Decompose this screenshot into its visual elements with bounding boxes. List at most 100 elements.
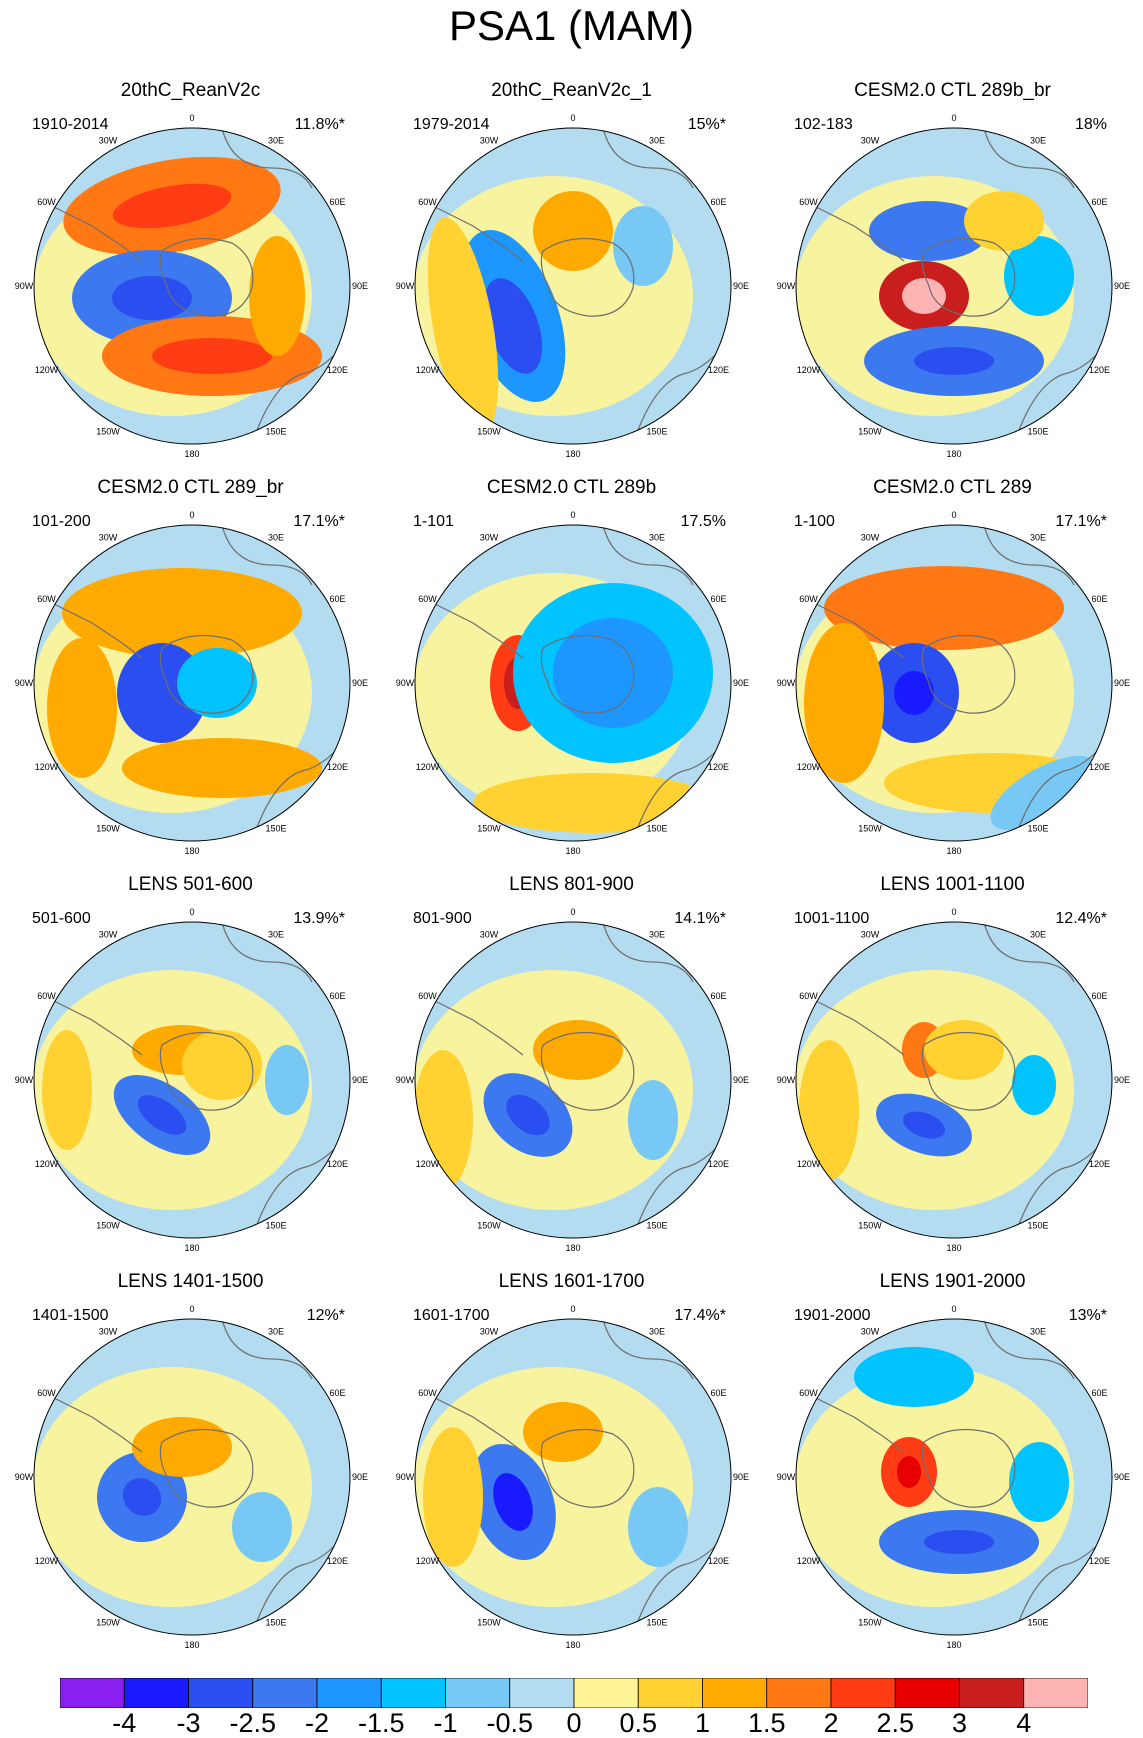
longitude-label: 90W — [15, 678, 34, 688]
panel-variance: 14.1%* — [674, 910, 726, 927]
map-border — [414, 524, 732, 842]
longitude-label: 90E — [352, 1075, 368, 1085]
map-panel: 0 30E 60E 90E 120E 150E 180 150W 120W 90W 60W 30W LE… — [381, 794, 762, 1253]
longitude-label: 0 — [570, 907, 575, 917]
anomaly-contour — [628, 1080, 678, 1160]
colorbar-segment — [445, 1678, 511, 1708]
longitude-label: 180 — [565, 449, 580, 459]
anomaly-contour — [553, 618, 673, 728]
map-panels-grid: 0 30E 60E 90E 120E 150E 180 150W 120W 90W 60W 30W 20… — [0, 0, 1143, 1650]
anomaly-contour — [894, 671, 934, 715]
anomaly-contour — [42, 1030, 92, 1150]
south-america-coastline — [415, 195, 524, 262]
south-america-coastline — [796, 1386, 905, 1453]
polar-map: 0 30E 60E 90E 120E 150E 180 150W 120W 90W 60W 30W — [777, 1304, 1130, 1650]
longitude-label: 150E — [265, 1617, 286, 1627]
longitude-label: 0 — [189, 113, 194, 123]
longitude-label: 120E — [1089, 365, 1110, 375]
longitude-label: 60E — [1091, 1388, 1107, 1398]
panel-period: 101-200 — [32, 513, 91, 530]
longitude-label: 150E — [1027, 426, 1048, 436]
map-border — [414, 921, 732, 1239]
colorbar-segment — [509, 1678, 575, 1708]
map-panel: 0 30E 60E 90E 120E 150E 180 150W 120W 90W 60W 30W LE… — [762, 1191, 1143, 1650]
colorbar-tick-label: 0 — [566, 1708, 582, 1738]
africa-coastline — [983, 922, 1075, 983]
longitude-label: 120W — [416, 1159, 440, 1169]
map-border — [33, 127, 351, 445]
longitude-label: 180 — [565, 1243, 580, 1253]
anomaly-contour — [990, 756, 1098, 830]
antarctica-coastline — [159, 1031, 254, 1111]
longitude-label: 60E — [329, 594, 345, 604]
map-panel: 0 30E 60E 90E 120E 150E 180 150W 120W 90W 60W 30W LE… — [0, 1191, 381, 1650]
longitude-label: 30E — [268, 930, 284, 940]
longitude-label: 90E — [352, 678, 368, 688]
longitude-label: 60E — [329, 991, 345, 1001]
panel-period: 1401-1500 — [32, 1307, 109, 1324]
longitude-label: 30W — [861, 136, 880, 146]
longitude-label: 180 — [946, 846, 961, 856]
africa-coastline — [983, 1319, 1075, 1380]
antarctica-coastline — [159, 634, 254, 714]
longitude-label: 120E — [327, 365, 348, 375]
anomaly-contour — [533, 191, 613, 271]
anomaly-contour — [613, 206, 673, 286]
longitude-label: 90E — [733, 281, 749, 291]
map-border — [33, 921, 351, 1239]
anomaly-contour — [533, 1020, 623, 1080]
longitude-label: 150W — [96, 1220, 120, 1230]
longitude-label: 90W — [777, 678, 796, 688]
longitude-label: 30W — [480, 533, 499, 543]
longitude-label: 120W — [35, 762, 59, 772]
colorbar-segment — [60, 1678, 125, 1708]
anomaly-contour — [824, 566, 1064, 650]
south-america-coastline — [415, 1386, 524, 1453]
anomaly-contour — [177, 648, 257, 718]
anomaly-contour — [473, 773, 713, 833]
longitude-label: 30W — [480, 930, 499, 940]
panel-title: LENS 1601-1700 — [498, 1271, 645, 1292]
polar-map: 0 30E 60E 90E 120E 150E 180 150W 120W 90W 60W 30W — [15, 510, 368, 856]
longitude-label: 90E — [352, 1472, 368, 1482]
colorbar-segment — [188, 1678, 254, 1708]
longitude-label: 30E — [1030, 136, 1046, 146]
panel-title: LENS 1401-1500 — [117, 1271, 264, 1292]
anomaly-contour — [182, 1030, 262, 1100]
longitude-label: 120E — [1089, 762, 1110, 772]
polar-map: 0 30E 60E 90E 120E 150E 180 150W 120W 90W 60W 30W — [15, 1304, 368, 1650]
africa-coastline — [602, 525, 694, 586]
anomaly-contour — [897, 1456, 921, 1488]
africa-coastline — [983, 128, 1075, 189]
map-panel: 0 30E 60E 90E 120E 150E 180 150W 120W 90W 60W 30W CE… — [762, 0, 1143, 459]
longitude-label: 120W — [416, 1556, 440, 1566]
anomaly-contour — [799, 1040, 859, 1180]
polar-map: 0 30E 60E 90E 120E 150E 180 150W 120W 90W 60W 30W — [396, 510, 749, 856]
longitude-label: 90W — [396, 281, 415, 291]
longitude-label: 180 — [184, 449, 199, 459]
longitude-label: 30W — [861, 930, 880, 940]
map-border — [33, 1318, 351, 1636]
south-america-coastline — [34, 1386, 143, 1453]
colorbar-segment — [766, 1678, 832, 1708]
map-border — [414, 127, 732, 445]
longitude-label: 30W — [99, 1327, 118, 1337]
longitude-label: 120E — [708, 365, 729, 375]
colorbar-segment — [959, 1678, 1025, 1708]
polar-map: 0 30E 60E 90E 120E 150E 180 150W 120W 90W 60W 30W — [15, 113, 368, 459]
map-panel: 0 30E 60E 90E 120E 150E 180 150W 120W 90W 60W 30W CE… — [762, 397, 1143, 856]
panel-variance: 13%* — [1068, 1307, 1107, 1324]
longitude-label: 120W — [35, 1159, 59, 1169]
colorbar-tick-label: 2.5 — [876, 1708, 915, 1738]
polar-map: 0 30E 60E 90E 120E 150E 180 150W 120W 90W 60W 30W — [777, 113, 1130, 459]
longitude-label: 30W — [99, 533, 118, 543]
longitude-label: 180 — [946, 1640, 961, 1650]
colorbar-tick-label: 2 — [823, 1708, 839, 1738]
colorbar-tick-label: -3 — [176, 1708, 201, 1738]
longitude-label: 0 — [189, 510, 194, 520]
panel-title: CESM2.0 CTL 289 — [873, 477, 1032, 498]
antarctica-coastline — [540, 237, 635, 317]
anomaly-contour — [1009, 1442, 1069, 1522]
polar-map: 0 30E 60E 90E 120E 150E 180 150W 120W 90W 60W 30W — [396, 113, 749, 459]
africa-coastline — [221, 128, 313, 189]
